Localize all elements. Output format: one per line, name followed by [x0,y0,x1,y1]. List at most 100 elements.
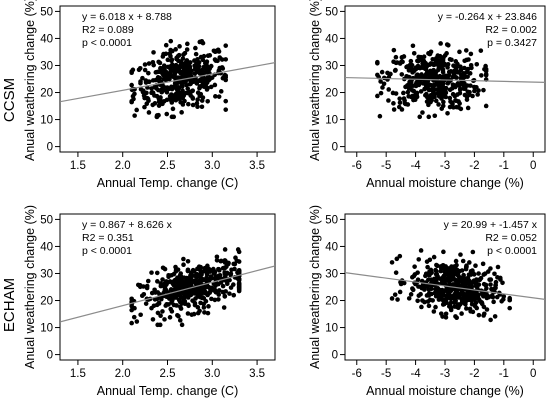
data-point [471,272,477,277]
data-point [185,302,191,307]
y-tick-label: 20 [325,296,338,308]
data-point [164,279,169,284]
data-point [455,81,461,86]
plot-area [60,247,275,328]
data-point [185,311,191,316]
data-point [458,86,463,92]
data-point [134,107,139,113]
data-point [214,257,220,263]
data-point [181,256,186,262]
x-tick-label: -6 [352,368,362,380]
y-tick-label: 0 [47,350,53,362]
data-point [155,69,160,75]
data-point [154,270,160,276]
data-point [445,111,450,116]
scatter-panel-4: -6 -5 -4 -3 -2 -1 0 0 10 20 30 40 50 Annual moisture … [308,205,546,398]
data-point [144,101,150,107]
data-point [232,266,237,272]
data-point [507,305,513,311]
data-point [482,271,488,276]
data-point [174,80,180,86]
data-point [495,264,501,270]
data-point [197,85,202,91]
data-point [145,95,150,101]
data-point [419,72,424,77]
data-point [220,289,226,295]
data-point [185,90,191,96]
data-point [160,54,166,59]
data-point [460,290,465,296]
data-point [146,61,152,66]
data-point [468,272,474,277]
data-point [175,53,181,59]
data-point [453,281,459,287]
data-point [423,71,429,77]
x-tick-label: 2.0 [115,160,131,172]
data-point [464,264,469,270]
regression-annotation: y = 20.99 + -1.457 x [444,219,538,231]
data-point [167,315,173,320]
data-point [453,69,458,75]
data-point [392,292,398,297]
data-point [146,110,152,115]
data-point [375,93,380,99]
data-point [386,98,391,103]
data-point [189,68,194,74]
data-point [185,41,190,47]
data-point [174,284,179,290]
data-point [447,95,453,101]
data-point [483,103,489,109]
data-point [397,61,403,66]
data-point [426,303,432,309]
regression-annotation: y = 6.018 x + 8.788 [82,11,172,23]
data-point [212,82,218,88]
data-point [215,47,221,53]
data-point [179,75,185,80]
x-tick-label: 2.0 [115,368,131,380]
data-point [501,297,506,302]
data-point [394,256,400,262]
data-point [397,289,403,295]
data-point [190,288,195,293]
row-label-echam: ECHAM [1,278,18,332]
data-point [451,105,456,110]
x-tick-label: 3.0 [204,160,220,172]
data-point [476,312,482,318]
data-point [143,78,149,83]
data-point [393,54,399,60]
data-point [181,300,186,305]
data-point [399,72,405,77]
data-point [166,274,171,280]
data-point [156,112,161,118]
data-point [495,275,500,280]
data-point [184,82,189,88]
data-point [223,107,229,112]
data-point [169,100,175,105]
data-point [447,104,453,110]
data-point [236,288,242,294]
x-axis-title: Annual Temp. change (C) [97,384,239,398]
data-point [185,268,191,274]
data-point [222,258,228,263]
y-tick-label: 40 [40,33,53,45]
data-point [180,102,186,107]
data-point [167,51,172,56]
data-point [177,44,182,49]
y-tick-label: 30 [325,60,338,72]
data-point [224,279,230,285]
data-point [467,71,473,76]
data-point [200,57,206,63]
data-point [443,315,449,320]
data-point [443,311,449,317]
data-point [454,315,459,321]
data-point [476,88,481,93]
data-point [175,313,180,318]
data-point [403,84,408,90]
data-point [137,284,143,290]
data-point [231,261,236,267]
data-point [200,40,206,46]
data-point [470,249,476,255]
data-point [440,274,446,280]
data-point [426,277,431,283]
